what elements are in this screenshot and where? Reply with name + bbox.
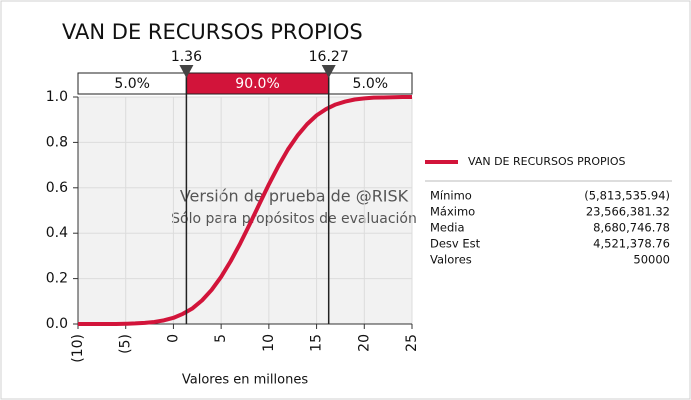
stat-label: Máximo <box>430 205 475 219</box>
x-tick-label: 15 <box>309 334 325 352</box>
y-tick-label: 0.8 <box>46 134 68 150</box>
legend-label: VAN DE RECURSOS PROPIOS <box>468 155 626 168</box>
stat-label: Mínimo <box>430 189 472 203</box>
stat-value: (5,813,535.94) <box>584 189 670 203</box>
y-tick-label: 0.2 <box>46 271 68 287</box>
x-tick-label: 25 <box>404 334 420 352</box>
band-label: 90.0% <box>235 76 279 92</box>
x-tick-label: (5) <box>118 334 134 354</box>
y-tick-label: 0.4 <box>46 225 68 241</box>
band-label: 5.0% <box>353 76 389 92</box>
x-tick-label: 20 <box>356 334 372 352</box>
delimiter-label: 16.27 <box>309 49 349 65</box>
chart-title: VAN DE RECURSOS PROPIOS <box>62 20 363 44</box>
stat-label: Desv Est <box>430 237 481 251</box>
x-tick-label: 0 <box>165 334 181 343</box>
stat-label: Valores <box>430 253 472 267</box>
stat-label: Media <box>430 221 465 235</box>
stat-value: 50000 <box>633 253 670 267</box>
stat-value: 4,521,378.76 <box>593 237 670 251</box>
cdf-line <box>78 95 412 326</box>
watermark: Versión de prueba de @RISK <box>180 187 409 206</box>
watermark: Sólo para propósitos de evaluación <box>171 211 417 227</box>
delimiter-label: 1.36 <box>171 49 202 65</box>
plot-area <box>78 97 412 324</box>
band-label: 5.0% <box>114 76 150 92</box>
x-axis-label: Valores en millones <box>182 373 308 388</box>
y-tick-label: 0.0 <box>46 316 68 332</box>
delimiter-handle <box>321 65 336 78</box>
y-tick-label: 1.0 <box>46 89 68 105</box>
x-tick-label: 10 <box>261 334 277 352</box>
x-tick-label: 5 <box>213 334 229 343</box>
delimiter-handle <box>179 65 194 78</box>
y-tick-label: 0.6 <box>46 180 68 196</box>
x-tick-label: (10) <box>70 334 86 363</box>
stat-value: 8,680,746.78 <box>593 221 670 235</box>
stat-value: 23,566,381.32 <box>586 205 670 219</box>
